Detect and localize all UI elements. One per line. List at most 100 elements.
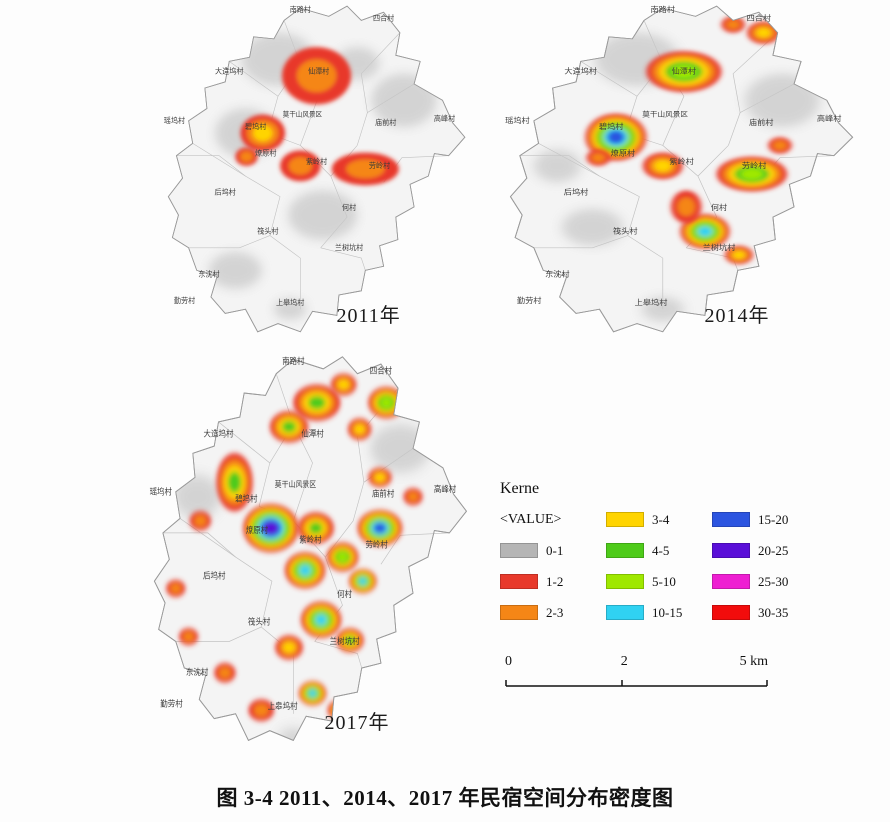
village-label: 燎原村	[246, 524, 268, 535]
village-label: 紫岭村	[306, 157, 327, 166]
village-label: 大造坞村	[564, 66, 597, 75]
density-blob	[326, 542, 359, 572]
gray-density-blob	[533, 149, 581, 183]
village-label: 劳岭村	[742, 160, 767, 169]
density-blob	[646, 51, 722, 93]
village-label: 后坞村	[203, 570, 225, 581]
village-label: 高峰村	[817, 113, 842, 122]
density-blob	[357, 509, 403, 547]
village-label: 勤劳村	[174, 296, 195, 305]
village-label: 东沈村	[198, 269, 219, 278]
village-label: 东沈村	[186, 667, 208, 678]
village-label: 瑶坞村	[150, 486, 172, 497]
village-label: 高峰村	[434, 114, 455, 123]
village-label: 燎原村	[255, 149, 276, 158]
density-blob	[235, 147, 258, 166]
village-label: 庙前村	[375, 118, 396, 127]
scalebar-label-0: 0	[505, 654, 512, 669]
density-blob	[240, 114, 286, 152]
scalebar-labels: 0 2 5 km	[505, 654, 768, 672]
legend-swatch	[712, 574, 750, 589]
legend-column: <VALUE> 0-1 1-2 2-3	[500, 504, 604, 628]
village-label: 勤劳村	[517, 296, 542, 305]
gray-density-blob	[562, 208, 623, 246]
legend-item: 25-30	[712, 566, 816, 597]
village-label: 上皋坞村	[635, 298, 668, 307]
village-label: 南路村	[290, 5, 311, 14]
map-2011: 南路村 四合村 大造坞村 仙潭村 瑶坞村 莫干山风景区 碧坞村 燎原村 高峰村 庙前村 紫岭村 劳岭村…	[148, 2, 473, 340]
scalebar-label-5km: 5 km	[739, 654, 768, 669]
village-label: 四合村	[370, 365, 392, 376]
village-label: 四合村	[747, 13, 772, 22]
gray-density-blob	[641, 296, 684, 322]
gray-density-blob	[370, 424, 431, 473]
village-label: 勤劳村	[160, 698, 182, 709]
density-blob	[670, 190, 702, 224]
gray-density-blob	[173, 475, 221, 519]
village-label: 南路村	[650, 5, 675, 14]
legend-column: 3-4 4-5 5-10 10-15	[606, 504, 710, 628]
legend-swatch	[500, 574, 538, 589]
legend-swatch	[500, 543, 538, 558]
village-label: 何村	[337, 588, 352, 599]
figure-caption: 图 3-4 2011、2014、2017 年民宿空间分布密度图	[216, 786, 674, 810]
scalebar-label-2: 2	[620, 654, 628, 669]
density-blob	[768, 137, 792, 154]
density-blob	[716, 156, 787, 192]
village-label: 莫干山风景区	[642, 110, 688, 118]
density-blob	[747, 21, 780, 44]
village-label: 碧坞村	[235, 493, 257, 504]
density-blob	[680, 214, 730, 249]
village-label: 大造坞村	[215, 67, 243, 76]
density-blob	[721, 16, 745, 33]
village-label: 兰树坑村	[330, 635, 360, 646]
village-label: 莫干山风景区	[283, 110, 323, 119]
village-label: 后坞村	[215, 188, 236, 197]
map-2017: 南路村 四合村 大造坞村 仙潭村 瑶坞村 莫干山风景区 碧坞村 燎原村 高峰村 庙前村 紫岭村 劳岭村…	[133, 352, 475, 750]
village-label: 庙前村	[749, 117, 774, 126]
village-label: 上皋坞村	[268, 701, 298, 712]
density-blob	[331, 152, 399, 186]
legend-item: 15-20	[712, 504, 816, 535]
density-blob	[284, 552, 326, 589]
village-label: 莫干山风景区	[275, 480, 317, 490]
legend-grid: <VALUE> 0-1 1-2 2-3 3-4 4-5 5-10 10-15 15-20 20-2…	[500, 504, 830, 628]
density-blob	[166, 579, 186, 597]
density-blob	[275, 635, 303, 660]
village-label: 何村	[711, 202, 728, 211]
legend-label: 15-20	[758, 511, 789, 527]
legend: Kerne <VALUE> 0-1 1-2 2-3 3-4 4-5 5-10 10-15 15-…	[500, 480, 830, 628]
density-blob	[293, 384, 341, 421]
village-label: 南路村	[282, 356, 304, 367]
legend-swatch	[606, 574, 644, 589]
density-blob	[216, 453, 253, 512]
village-label: 碧坞村	[245, 122, 266, 131]
density-blob	[330, 373, 357, 396]
year-label-2014: 2014年	[704, 305, 770, 328]
gray-density-layer	[208, 32, 437, 320]
legend-label: 25-30	[758, 573, 789, 589]
legend-item: 10-15	[606, 597, 710, 628]
village-label: 兰树坑村	[703, 242, 736, 251]
village-label: 瑶坞村	[164, 116, 185, 125]
village-label: 庙前村	[372, 488, 394, 499]
legend-swatch	[712, 543, 750, 558]
density-blob	[269, 411, 309, 443]
density-blob	[300, 601, 342, 638]
scalebar: 0 2 5 km	[505, 654, 768, 690]
legend-label: 5-10	[652, 573, 676, 589]
legend-column: 15-20 20-25 25-30 30-35	[712, 504, 816, 628]
village-label: 仙潭村	[672, 66, 697, 75]
village-label: 上皋坞村	[276, 298, 304, 307]
village-label: 东沈村	[545, 269, 570, 278]
legend-label: 30-35	[758, 604, 789, 620]
gray-density-blob	[288, 190, 358, 240]
density-blob	[585, 113, 647, 161]
legend-item: 3-4	[606, 504, 710, 535]
density-blob	[178, 628, 199, 646]
gray-density-blob	[273, 299, 307, 320]
